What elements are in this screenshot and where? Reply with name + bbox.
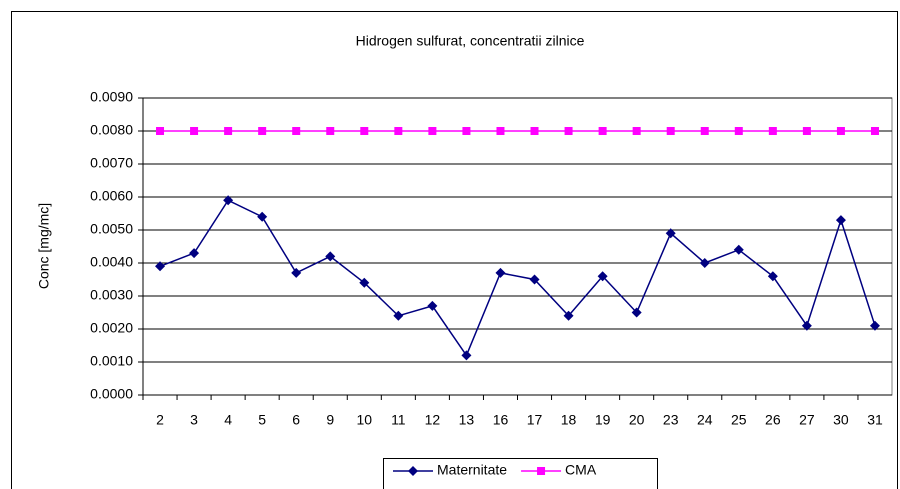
point	[258, 127, 267, 135]
y-tick-label: 0.0090	[90, 89, 133, 105]
point	[224, 127, 233, 135]
x-tick-label: 5	[258, 412, 266, 428]
x-tick-label: 4	[224, 412, 232, 428]
y-tick-label: 0.0070	[90, 155, 133, 171]
point	[666, 127, 675, 135]
point	[291, 267, 302, 278]
x-tick-label: 2	[156, 412, 164, 428]
point	[802, 127, 811, 135]
point	[156, 127, 165, 135]
y-tick-label: 0.0040	[90, 254, 133, 270]
point	[496, 127, 505, 135]
point	[223, 195, 234, 206]
point	[462, 127, 471, 135]
x-tick-label: 24	[697, 412, 713, 428]
chart-title: Hidrogen sulfurat, concentratii zilnice	[356, 33, 585, 49]
legend-label: Maternitate	[437, 462, 507, 478]
point	[869, 320, 880, 331]
point	[835, 215, 846, 226]
plot-area	[142, 97, 893, 396]
point	[733, 244, 744, 255]
x-tick-label: 11	[391, 412, 406, 428]
x-tick-label: 9	[326, 412, 334, 428]
point	[631, 307, 642, 318]
point	[325, 251, 336, 262]
legend-box	[383, 458, 658, 489]
x-tick-label: 16	[493, 412, 509, 428]
point	[598, 127, 607, 135]
x-tick-label: 10	[357, 412, 373, 428]
point	[597, 271, 608, 282]
point	[563, 310, 574, 321]
x-tick-label: 30	[833, 412, 849, 428]
y-tick-label: 0.0080	[90, 122, 133, 138]
y-axis-label: Conc [mg/mc]	[36, 203, 52, 289]
x-tick-label: 6	[292, 412, 300, 428]
x-tick-label: 19	[595, 412, 611, 428]
point	[360, 127, 369, 135]
legend-marker	[408, 466, 418, 476]
x-tick-label: 23	[663, 412, 679, 428]
y-tick-label: 0.0050	[90, 221, 133, 237]
y-tick-label: 0.0030	[90, 287, 133, 303]
point	[529, 274, 540, 285]
point	[530, 127, 539, 135]
x-tick-label: 27	[799, 412, 815, 428]
point	[393, 310, 404, 321]
point	[836, 127, 845, 135]
point	[190, 127, 199, 135]
point	[394, 127, 403, 135]
point	[801, 320, 812, 331]
point	[189, 248, 200, 259]
x-tick-label: 31	[867, 412, 883, 428]
point	[495, 267, 506, 278]
y-tick-label: 0.0020	[90, 320, 133, 336]
point	[870, 127, 879, 135]
point	[768, 127, 777, 135]
point	[767, 271, 778, 282]
point	[700, 127, 709, 135]
x-tick-label: 26	[765, 412, 781, 428]
series-line	[159, 199, 876, 357]
point	[699, 258, 710, 268]
point	[292, 127, 301, 135]
point	[564, 127, 573, 135]
point	[326, 127, 335, 135]
x-tick-label: 13	[459, 412, 475, 428]
point	[632, 127, 641, 135]
point	[155, 261, 166, 272]
point	[665, 228, 676, 239]
y-tick-label: 0.0060	[90, 188, 133, 204]
y-tick-label: 0.0000	[90, 386, 133, 402]
x-tick-label: 3	[190, 412, 198, 428]
x-tick-label: 17	[527, 412, 543, 428]
point	[734, 127, 743, 135]
x-tick-label: 25	[731, 412, 747, 428]
legend-marker	[537, 467, 546, 475]
point	[257, 211, 268, 222]
legend-label: CMA	[565, 462, 597, 478]
point	[359, 277, 370, 288]
x-tick-label: 20	[629, 412, 645, 428]
y-tick-label: 0.0010	[90, 353, 133, 369]
x-tick-label: 12	[425, 412, 441, 428]
point	[428, 127, 437, 135]
point	[427, 300, 438, 311]
point	[461, 350, 472, 361]
x-tick-label: 18	[561, 412, 577, 428]
